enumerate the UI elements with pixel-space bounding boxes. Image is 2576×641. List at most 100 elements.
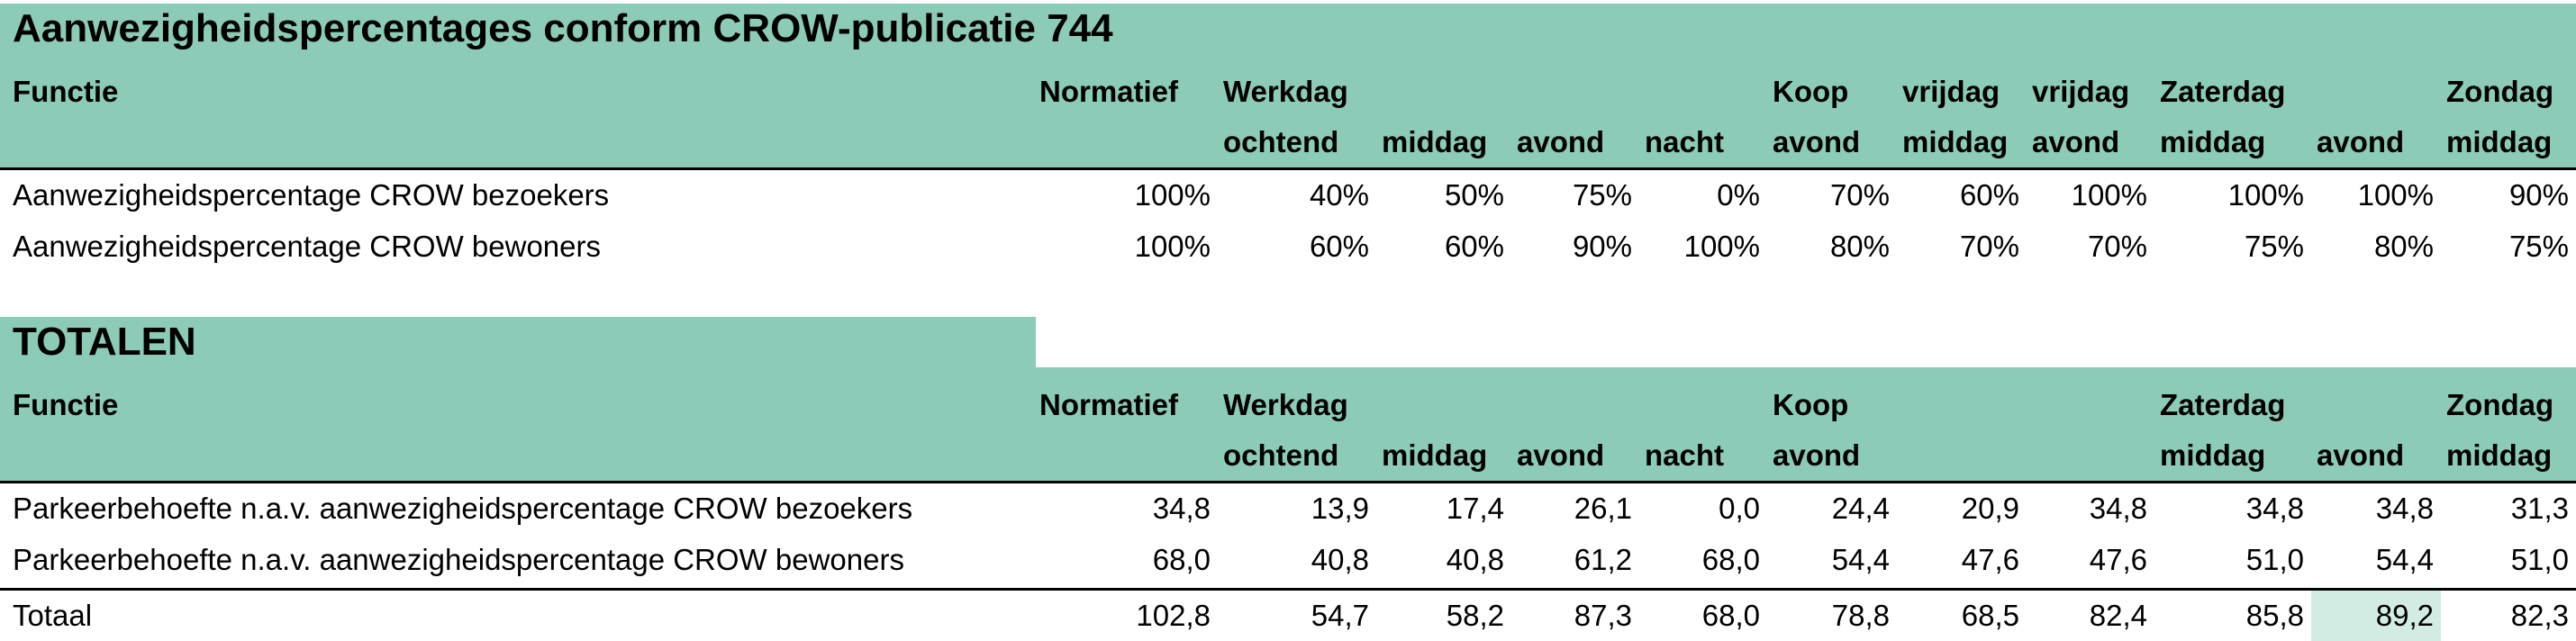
section2-total-value-2[interactable]: 58,2	[1446, 599, 1504, 632]
highlighted-cell	[2311, 591, 2441, 641]
section2-title: TOTALEN	[13, 320, 196, 364]
section1-header-bottom-2: middag	[1382, 125, 1488, 158]
section2-row-0-value-3[interactable]: 26,1	[1574, 492, 1632, 525]
section2-row-0-value-9[interactable]: 34,8	[2375, 492, 2434, 525]
section1-row-0-value-9[interactable]: 100%	[2357, 178, 2434, 212]
section1-row-0-value-1[interactable]: 40%	[1309, 178, 1369, 212]
section2-total-value-5[interactable]: 78,8	[1831, 599, 1890, 632]
section1-header-functie: Functie	[13, 75, 119, 108]
section2-row-0-value-0[interactable]: 34,8	[1152, 492, 1211, 525]
section2-header-bottom-1: ochtend	[1223, 438, 1339, 472]
section2-total-value-9[interactable]: 89,2	[2375, 599, 2434, 632]
section1-row-0-value-2[interactable]: 50%	[1444, 178, 1504, 212]
section1-row-1-value-6[interactable]: 70%	[1959, 230, 2019, 263]
section1-row-1-value-7[interactable]: 70%	[2087, 230, 2147, 263]
section1-header-band	[0, 4, 2576, 167]
section2-row-0-value-5[interactable]: 24,4	[1831, 492, 1890, 525]
section2-header-top-5: Koop	[1773, 388, 1849, 421]
section1-header-rule	[0, 167, 2576, 170]
section2-row-0-label: Parkeerbehoefte n.a.v. aanwezigheidsperc…	[13, 492, 913, 525]
section2-header-bottom-3: avond	[1517, 438, 1605, 472]
section1-header-bottom-1: ochtend	[1223, 125, 1339, 158]
section1-header-top-10: Zondag	[2446, 75, 2554, 108]
section2-total-value-0[interactable]: 102,8	[1136, 599, 1211, 632]
section2-row-1-label: Parkeerbehoefte n.a.v. aanwezigheidsperc…	[13, 543, 904, 576]
section1-row-0-value-7[interactable]: 100%	[2071, 178, 2147, 212]
section1-row-0-value-3[interactable]: 75%	[1572, 178, 1632, 212]
section2-row-1-value-7[interactable]: 47,6	[2089, 543, 2147, 576]
section1-row-1-value-10[interactable]: 75%	[2508, 230, 2569, 263]
section1-row-1-value-8[interactable]: 75%	[2244, 230, 2304, 263]
section1-row-0-value-5[interactable]: 70%	[1829, 178, 1890, 212]
section1-row-1-value-3[interactable]: 90%	[1572, 230, 1632, 263]
section1-row-1-value-4[interactable]: 100%	[1683, 230, 1760, 263]
section2-total-value-8[interactable]: 85,8	[2245, 599, 2304, 632]
section2-total-rule	[0, 588, 2576, 591]
section1-header-top-1: Werkdag	[1223, 75, 1348, 108]
section2-row-0-value-1[interactable]: 13,9	[1311, 492, 1369, 525]
section1-header-top-5: Koop	[1773, 75, 1849, 108]
section2-row-1-value-4[interactable]: 68,0	[1701, 543, 1760, 576]
section1-row-1-value-2[interactable]: 60%	[1444, 230, 1504, 263]
section1-header-top-7: vrijdag	[2032, 75, 2130, 108]
section2-row-1-value-8[interactable]: 51,0	[2245, 543, 2304, 576]
section2-header-bottom-8: middag	[2160, 438, 2266, 472]
section1-row-0-value-8[interactable]: 100%	[2227, 178, 2304, 212]
section1-header-bottom-3: avond	[1517, 125, 1605, 158]
section2-row-0-value-10[interactable]: 31,3	[2510, 492, 2569, 525]
section2-total-value-7[interactable]: 82,4	[2089, 599, 2147, 632]
section2-header-bottom-9: avond	[2317, 438, 2405, 472]
section2-header-rule	[0, 481, 2576, 483]
section2-row-0-value-8[interactable]: 34,8	[2245, 492, 2304, 525]
section2-row-1-value-1[interactable]: 40,8	[1311, 543, 1369, 576]
section1-row-0-value-4[interactable]: 0%	[1717, 178, 1760, 212]
section2-row-1-value-5[interactable]: 54,4	[1831, 543, 1890, 576]
section1-row-1-value-0[interactable]: 100%	[1134, 230, 1211, 263]
section2-row-1-value-6[interactable]: 47,6	[1961, 543, 2019, 576]
section1-header-bottom-10: middag	[2446, 125, 2553, 158]
section2-total-value-1[interactable]: 54,7	[1311, 599, 1369, 632]
section1-title: Aanwezigheidspercentages conform CROW-pu…	[13, 6, 1113, 50]
section1-row-0-value-0[interactable]: 100%	[1134, 178, 1211, 212]
section2-row-0-value-6[interactable]: 20,9	[1961, 492, 2019, 525]
section2-header-top-1: Werkdag	[1223, 388, 1348, 421]
section2-total-value-3[interactable]: 87,3	[1574, 599, 1632, 632]
section1-header-top-8: Zaterdag	[2160, 75, 2286, 108]
section2-row-1-value-3[interactable]: 61,2	[1574, 543, 1632, 576]
section1-header-top-6: vrijdag	[1902, 75, 2000, 108]
section2-row-1-value-10[interactable]: 51,0	[2510, 543, 2569, 576]
section1-row-0-label: Aanwezigheidspercentage CROW bezoekers	[13, 178, 610, 212]
section2-header-bottom-10: middag	[2446, 438, 2553, 472]
section2-total-value-10[interactable]: 82,3	[2510, 599, 2569, 632]
section2-header-band	[0, 367, 2576, 481]
section2-header-bottom-5: avond	[1773, 438, 1861, 472]
section2-row-1-value-9[interactable]: 54,4	[2375, 543, 2434, 576]
section2-total-label: Totaal	[13, 599, 93, 632]
section2-row-0-value-2[interactable]: 17,4	[1446, 492, 1504, 525]
section1-row-0-value-10[interactable]: 90%	[2508, 178, 2569, 212]
section2-header-top-10: Zondag	[2446, 388, 2554, 421]
section2-total-value-6[interactable]: 68,5	[1961, 599, 2019, 632]
section1-header-bottom-6: middag	[1902, 125, 2009, 158]
section2-row-1-value-0[interactable]: 68,0	[1152, 543, 1211, 576]
section2-row-0-value-4[interactable]: 0,0	[1719, 492, 1760, 525]
section1-header-bottom-9: avond	[2317, 125, 2405, 158]
section1-row-1-label: Aanwezigheidspercentage CROW bewoners	[13, 230, 602, 263]
section1-row-1-value-5[interactable]: 80%	[1829, 230, 1890, 263]
section1-row-1-value-1[interactable]: 60%	[1309, 230, 1369, 263]
section1-header-bottom-7: avond	[2032, 125, 2120, 158]
section2-header-bottom-2: middag	[1382, 438, 1488, 472]
section1-header-bottom-5: avond	[1773, 125, 1861, 158]
section2-row-1-value-2[interactable]: 40,8	[1446, 543, 1504, 576]
section2-total-value-4[interactable]: 68,0	[1701, 599, 1760, 632]
section2-row-0-value-7[interactable]: 34,8	[2089, 492, 2147, 525]
section2-title-band	[0, 317, 1036, 367]
section1-header-top-0: Normatief	[1039, 75, 1179, 108]
section1-header-bottom-4: nacht	[1645, 125, 1725, 158]
section2-header-top-0: Normatief	[1039, 388, 1179, 421]
section1-row-1-value-9[interactable]: 80%	[2373, 230, 2434, 263]
section2-header-bottom-4: nacht	[1645, 438, 1725, 472]
section2-header-top-8: Zaterdag	[2160, 388, 2286, 421]
section1-row-0-value-6[interactable]: 60%	[1959, 178, 2019, 212]
